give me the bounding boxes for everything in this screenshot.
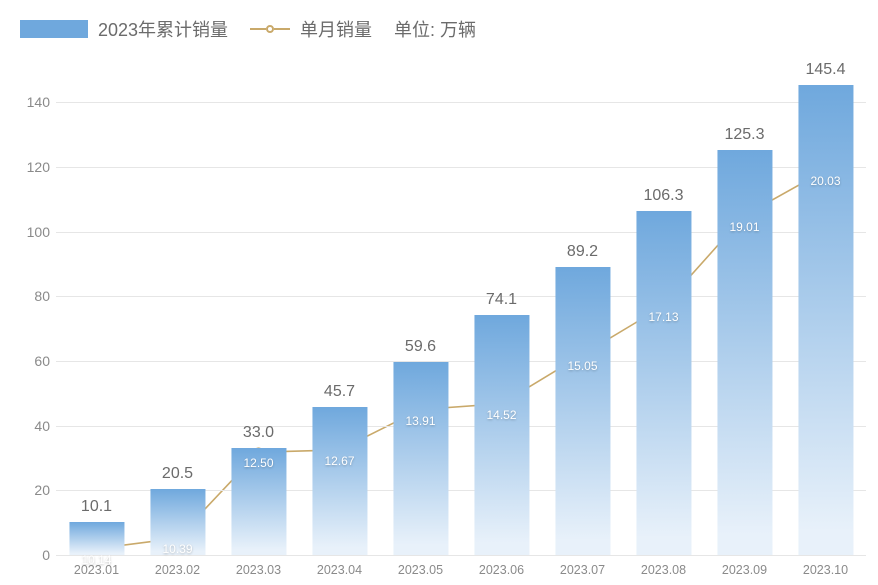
bar-value-label: 20.5 [162, 465, 193, 489]
x-tick-label: 2023.09 [722, 563, 767, 577]
bar-value-label: 59.6 [405, 338, 436, 362]
bar [555, 267, 610, 555]
bar-value-label: 45.7 [324, 383, 355, 407]
plot-area: 02040608010012014010.12023.0120.52023.02… [56, 70, 866, 555]
bar [717, 150, 772, 555]
legend-line-label: 单月销量 [300, 16, 372, 42]
bar [231, 448, 286, 555]
y-tick-label: 20 [14, 482, 50, 498]
y-tick-label: 60 [14, 353, 50, 369]
bar [393, 362, 448, 555]
x-tick-label: 2023.02 [155, 563, 200, 577]
y-tick-label: 100 [14, 224, 50, 240]
grid-line [56, 102, 866, 103]
x-tick-label: 2023.07 [560, 563, 605, 577]
legend-bar-item: 2023年累计销量 [20, 16, 228, 42]
unit-label: 单位: 万辆 [394, 16, 476, 42]
legend-line-item: 单月销量 [250, 16, 372, 42]
bar [150, 489, 205, 555]
x-tick-label: 2023.03 [236, 563, 281, 577]
x-tick-label: 2023.05 [398, 563, 443, 577]
bar [312, 407, 367, 555]
x-tick-label: 2023.04 [317, 563, 362, 577]
legend: 2023年累计销量 单月销量 单位: 万辆 [20, 16, 476, 42]
grid-line [56, 555, 866, 556]
bar [69, 522, 124, 555]
x-tick-label: 2023.01 [74, 563, 119, 577]
legend-bar-swatch [20, 20, 88, 38]
bar-value-label: 33.0 [243, 424, 274, 448]
legend-line-swatch [250, 25, 290, 33]
bar-value-label: 89.2 [567, 243, 598, 267]
legend-bar-label: 2023年累计销量 [98, 16, 228, 42]
bar [798, 85, 853, 555]
y-tick-label: 40 [14, 418, 50, 434]
bar [636, 211, 691, 555]
x-tick-label: 2023.10 [803, 563, 848, 577]
bar-value-label: 145.4 [805, 61, 845, 85]
y-tick-label: 80 [14, 288, 50, 304]
y-tick-label: 140 [14, 94, 50, 110]
bar-value-label: 125.3 [724, 126, 764, 150]
bar-value-label: 74.1 [486, 291, 517, 315]
sales-chart: 2023年累计销量 单月销量 单位: 万辆 020406080100120140… [0, 0, 878, 585]
x-tick-label: 2023.08 [641, 563, 686, 577]
x-tick-label: 2023.06 [479, 563, 524, 577]
bar-value-label: 10.1 [81, 498, 112, 522]
y-tick-label: 120 [14, 159, 50, 175]
y-tick-label: 0 [14, 547, 50, 563]
bar [474, 315, 529, 555]
legend-unit: 单位: 万辆 [394, 16, 476, 42]
bar-value-label: 106.3 [643, 187, 683, 211]
